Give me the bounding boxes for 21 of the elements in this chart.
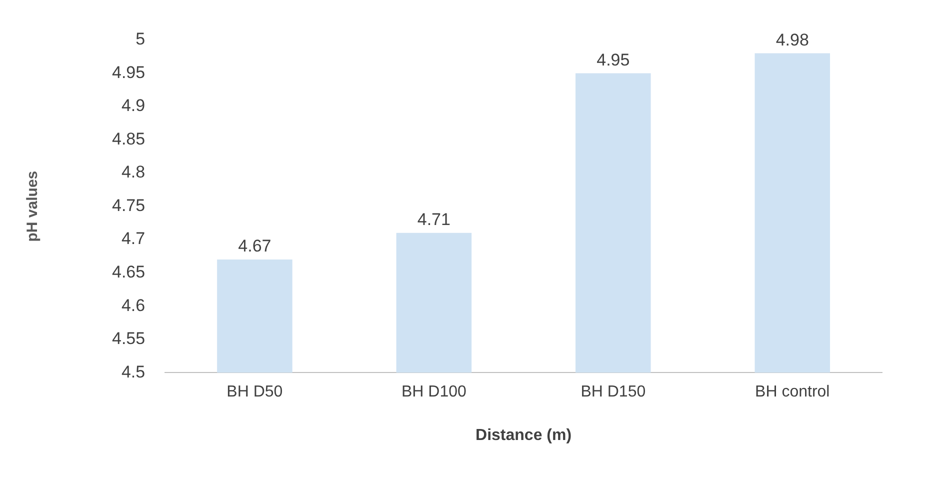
y-tick-label: 4.7 [121,229,146,248]
x-tick-label: BH D50 [226,384,283,401]
data-label: 4.67 [238,236,272,256]
y-tick-label: 4.65 [112,262,146,282]
x-tick-label: BH control [755,384,830,401]
y-tick-label: 5 [136,30,146,49]
y-tick-label: 4.55 [112,329,146,348]
y-tick-label: 4.85 [112,129,146,148]
y-tick-label: 4.9 [121,96,146,116]
y-axis-title: pH values [24,170,42,242]
x-tick-label: BH D100 [401,384,466,401]
y-tick-label: 4.75 [112,196,146,215]
x-axis-title: Distance (m) [476,426,572,444]
x-tick-label: BH D150 [580,384,646,401]
data-label: 4.95 [596,50,630,70]
data-label: 4.98 [776,30,809,50]
y-tick-label: 4.6 [121,296,146,315]
data-label: 4.71 [417,210,450,230]
y-tick-label: 4.95 [112,62,146,82]
y-tick-label: 4.8 [121,162,146,182]
y-tick-label: 4.5 [121,362,146,382]
